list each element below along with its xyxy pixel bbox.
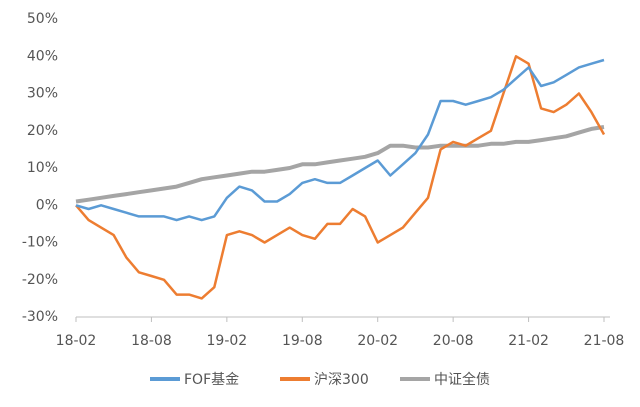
series-line: [75, 58, 605, 222]
x-tick-label: 21-08: [584, 333, 625, 349]
y-tick-label: 30%: [27, 86, 58, 102]
y-tick-label: -20%: [22, 272, 58, 288]
series-line: [75, 125, 605, 204]
y-tick-label: 50%: [27, 11, 58, 27]
y-tick-label: 40%: [27, 48, 58, 64]
legend-label: 沪深300: [314, 372, 369, 388]
y-tick-label: 20%: [27, 123, 58, 139]
x-tick-label: 19-02: [207, 333, 248, 349]
series-line: [75, 55, 606, 300]
y-tick-label: -30%: [22, 309, 58, 325]
x-tick-label: 20-08: [433, 333, 474, 349]
y-tick-label: 10%: [27, 160, 58, 176]
x-tick-label: 21-02: [508, 333, 549, 349]
x-tick-label: 18-02: [56, 333, 97, 349]
y-tick-label: 0%: [36, 197, 58, 213]
x-tick-label: 18-08: [131, 333, 172, 349]
y-tick-label: -10%: [22, 235, 58, 251]
legend-label: 中证全债: [434, 371, 490, 388]
x-tick-label: 20-02: [357, 333, 398, 349]
x-tick-label: 19-08: [282, 333, 323, 349]
legend-label: FOF基金: [184, 371, 239, 388]
